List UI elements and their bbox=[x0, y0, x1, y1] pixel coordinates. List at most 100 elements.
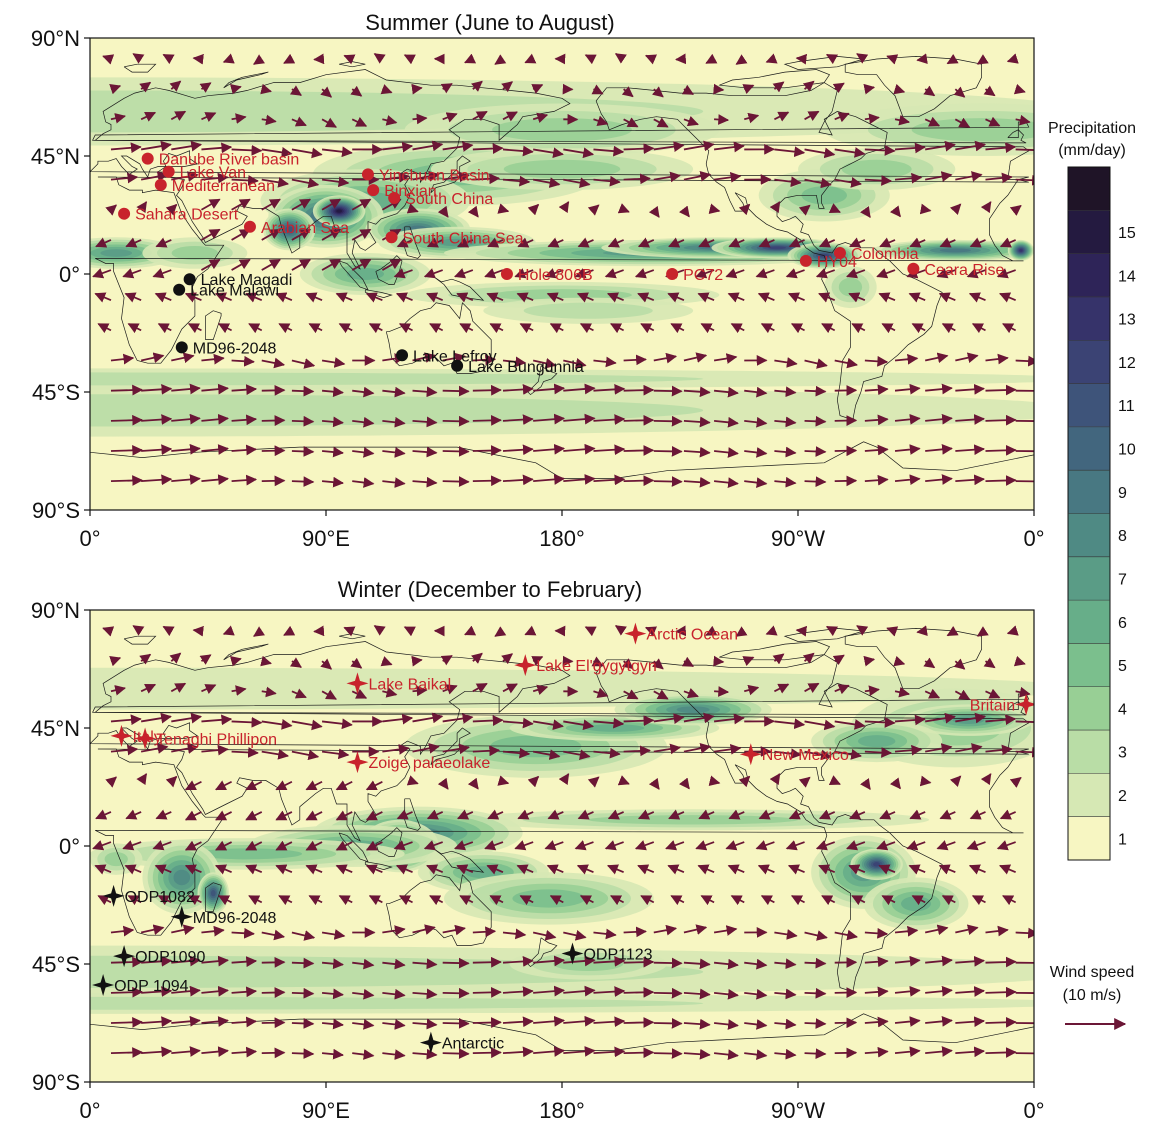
wind-arrow bbox=[985, 116, 1001, 127]
site-label: Sahara Desert bbox=[135, 207, 239, 224]
wind-arrow bbox=[744, 416, 768, 428]
site-star bbox=[102, 884, 125, 907]
wind-arrow bbox=[574, 840, 594, 851]
wind-arrow bbox=[201, 985, 229, 997]
wind-arrow bbox=[623, 956, 655, 968]
site-label: HY04 bbox=[817, 254, 857, 271]
site-star bbox=[561, 942, 584, 965]
wind-arrow bbox=[758, 237, 775, 248]
wind-arrow bbox=[139, 653, 152, 665]
wind-arrow bbox=[939, 237, 956, 248]
wind-arrow bbox=[968, 292, 986, 303]
wind-arrow bbox=[471, 652, 483, 664]
lon-tick-label: 0° bbox=[79, 1098, 100, 1123]
wind-arrow bbox=[637, 237, 655, 248]
wind-arrow bbox=[925, 413, 953, 425]
wind-arrow bbox=[651, 86, 664, 98]
wind-arrow bbox=[171, 474, 201, 485]
wind-arrow bbox=[725, 840, 745, 851]
wind-arrow bbox=[563, 413, 596, 425]
wind-arrow bbox=[697, 292, 715, 303]
colorbar-cell bbox=[1068, 600, 1110, 644]
wind-arrow bbox=[92, 840, 112, 851]
wind-arrow bbox=[502, 175, 531, 187]
lat-tick-label: 0° bbox=[59, 834, 80, 859]
wind-arrow bbox=[171, 413, 201, 425]
wind-arrow bbox=[275, 780, 293, 791]
wind-arrow bbox=[464, 625, 477, 636]
wind-arrow bbox=[757, 292, 775, 303]
wind-arrow bbox=[184, 864, 202, 875]
precipitation-field bbox=[90, 77, 1034, 437]
precip-contour bbox=[346, 268, 385, 280]
wind-arrow bbox=[335, 810, 353, 821]
wind-arrow bbox=[165, 775, 178, 788]
wind-arrow bbox=[169, 652, 182, 664]
wind-arrow bbox=[623, 689, 639, 700]
wind-arrow bbox=[894, 142, 926, 154]
wind-arrow bbox=[683, 687, 699, 699]
wind-arrow bbox=[980, 773, 992, 786]
colorbar-tick-label: 15 bbox=[1118, 225, 1136, 242]
site-label: Lake Van bbox=[180, 165, 246, 182]
winter-map: Arctic Ocean Lake El'gygytgyn Lake Baikal B… bbox=[90, 610, 1034, 1082]
wind-arrow bbox=[382, 416, 406, 428]
wind-arrow bbox=[623, 445, 655, 456]
wind-arrow bbox=[231, 258, 251, 271]
summer-lon-ticks: 0° 90°E 180° 90°W 0° bbox=[79, 510, 1045, 551]
wind-arrow bbox=[790, 895, 805, 906]
wind-arrow bbox=[516, 864, 534, 875]
wind-arrow bbox=[201, 474, 229, 485]
wind-arrow bbox=[231, 927, 255, 939]
wind-arrow bbox=[966, 268, 986, 279]
precip-contour bbox=[911, 118, 1034, 142]
wind-arrow bbox=[335, 840, 353, 851]
wind-arrow bbox=[591, 656, 604, 667]
site-star bbox=[346, 672, 369, 695]
wind-arrow bbox=[976, 626, 989, 637]
wind-arrow bbox=[955, 414, 986, 425]
wind-arrow bbox=[321, 689, 337, 700]
wind-arrow bbox=[772, 653, 785, 665]
wind-arrow bbox=[713, 447, 739, 458]
wind-arrow bbox=[683, 1048, 711, 1060]
wind-arrow bbox=[456, 864, 474, 875]
wind-arrow bbox=[502, 683, 518, 694]
wind-arrow bbox=[231, 747, 259, 758]
wind-arrow bbox=[894, 1016, 921, 1027]
wind-arrow bbox=[954, 689, 971, 700]
wind-arrow bbox=[352, 1049, 375, 1060]
wind-arrow bbox=[459, 323, 474, 334]
colorbar-tick-label: 13 bbox=[1118, 312, 1136, 329]
wind-arrow bbox=[886, 54, 899, 65]
wind-arrow bbox=[456, 292, 474, 303]
wind-arrow bbox=[215, 292, 232, 303]
wind-arrow bbox=[412, 1018, 438, 1030]
wind-arrow bbox=[621, 86, 634, 98]
wind-arrow bbox=[532, 749, 561, 760]
wind-arrow bbox=[423, 268, 443, 279]
wind-arrow bbox=[110, 142, 142, 154]
wind-arrow bbox=[141, 1046, 173, 1058]
wind-arrow bbox=[231, 956, 258, 968]
wind-arrow bbox=[876, 840, 896, 851]
wind-arrow bbox=[351, 116, 368, 127]
wind-arrow bbox=[380, 84, 393, 95]
wind-arrow bbox=[938, 292, 956, 303]
colorbar-tick-label: 6 bbox=[1118, 615, 1127, 632]
wind-arrow bbox=[110, 444, 144, 456]
wind-arrow bbox=[955, 1046, 986, 1058]
wind-arrow bbox=[278, 323, 293, 334]
wind-arrow bbox=[804, 110, 820, 121]
wind-arrow bbox=[623, 414, 655, 426]
wind-arrow bbox=[744, 477, 768, 488]
wind-arrow bbox=[804, 446, 827, 457]
site-label: MD96-2048 bbox=[193, 340, 277, 357]
site-label: Lake Magadi bbox=[201, 272, 293, 289]
wind-arrow bbox=[604, 840, 624, 851]
wind-arrow bbox=[713, 1019, 739, 1030]
wind-arrow bbox=[653, 987, 683, 999]
wind-arrow bbox=[472, 956, 502, 968]
site-dot bbox=[141, 152, 154, 165]
